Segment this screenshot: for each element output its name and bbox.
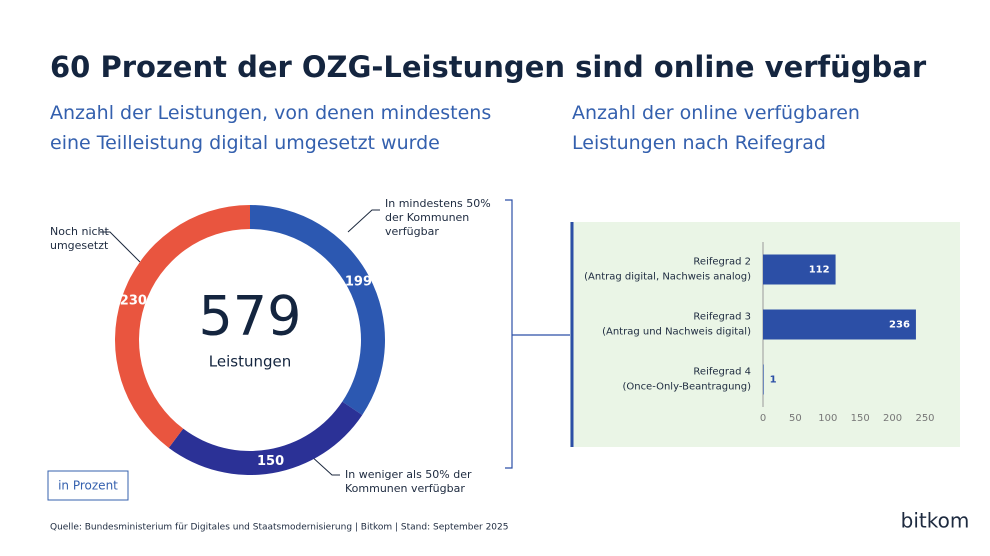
category-note: (Once-Only-Beantragung)	[622, 382, 751, 393]
leader	[100, 231, 141, 263]
x-tick-label: 150	[851, 413, 870, 424]
x-tick-label: 50	[789, 413, 802, 424]
center-label: Leistungen	[209, 353, 291, 371]
center-value: 579	[198, 285, 301, 348]
category-label: Reifegrad 3	[693, 312, 751, 323]
donut-segment	[114, 205, 250, 448]
note-box	[47, 470, 129, 501]
leader	[309, 454, 340, 476]
bar	[763, 309, 916, 340]
bar	[763, 364, 764, 395]
category-label: Reifegrad 4	[693, 367, 751, 378]
unit-note: in Prozent	[58, 479, 118, 493]
value-label: 199	[345, 274, 372, 289]
subtitle: Anzahl der Leistungen, von denen mindest…	[50, 102, 492, 154]
value-label: 150	[257, 454, 284, 469]
bracket	[505, 199, 570, 469]
x-tick-label: 250	[915, 413, 934, 424]
x-tick-label: 200	[883, 413, 902, 424]
value-label: 112	[809, 265, 830, 276]
donut-segment	[250, 205, 385, 415]
x-tick-label: 0	[760, 413, 766, 424]
segment-label: In mindestens 50% der Kommunen verfügbar	[385, 197, 491, 238]
leader	[347, 209, 380, 233]
segment-label: In weniger als 50% der Kommunen verfügba…	[345, 468, 472, 495]
subtitle: Anzahl der online verfügbaren Leistungen…	[572, 102, 860, 154]
source: Quelle: Bundesministerium für Digitales …	[50, 523, 509, 533]
value-label: 236	[889, 320, 910, 331]
donut-segment	[168, 401, 363, 475]
x-tick-label: 100	[818, 413, 837, 424]
value-label: 230	[120, 293, 147, 308]
bar	[763, 254, 836, 285]
category-note: (Antrag und Nachweis digital)	[602, 327, 751, 338]
category-label: Reifegrad 2	[693, 257, 751, 268]
segment-label: Noch nicht umgesetzt	[50, 225, 109, 252]
category-note: (Antrag digital, Nachweis analog)	[584, 272, 751, 283]
value-label: 1	[770, 375, 777, 386]
title: 60 Prozent der OZG-Leistungen sind onlin…	[50, 50, 927, 84]
logo: bitkom	[901, 509, 970, 533]
